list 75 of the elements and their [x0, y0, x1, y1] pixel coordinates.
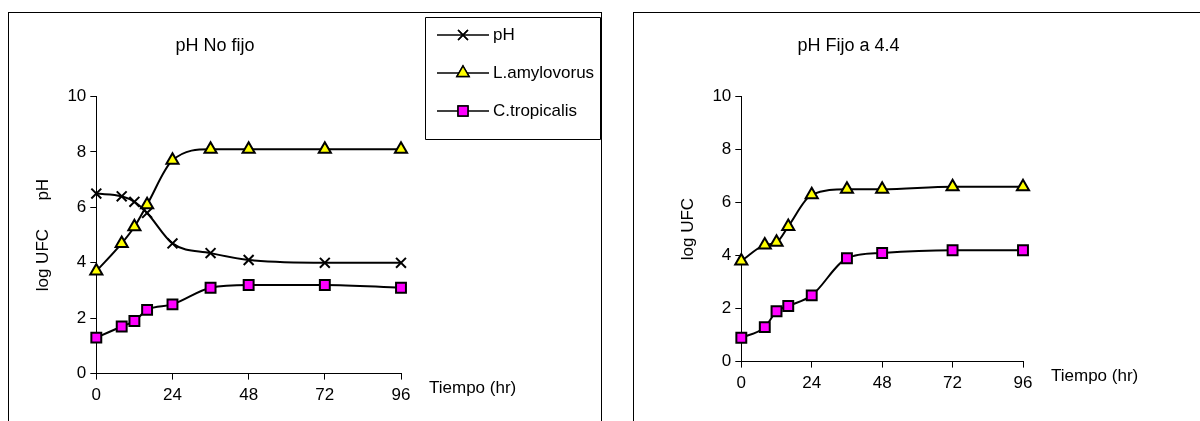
- point: [770, 305, 783, 318]
- chart-title: pH No fijo: [175, 34, 255, 55]
- x-tick-label: 24: [163, 385, 182, 405]
- point: [757, 237, 772, 250]
- point: [204, 247, 217, 260]
- point: [782, 300, 795, 312]
- point: [90, 187, 103, 200]
- point: [875, 181, 890, 194]
- point: [166, 298, 179, 311]
- x-axis-title: Tiempo (hr): [1051, 366, 1139, 386]
- point: [839, 181, 855, 194]
- y-tick-label: 4: [721, 245, 732, 265]
- x-tick-label: 72: [943, 373, 963, 393]
- x-tick-label: 96: [391, 385, 411, 405]
- point: [946, 244, 959, 257]
- point: [128, 315, 141, 327]
- point: [141, 206, 154, 219]
- point: [1017, 244, 1029, 257]
- point: [805, 289, 818, 302]
- x-tick-label: 0: [736, 373, 747, 393]
- point: [317, 141, 332, 154]
- point: [140, 196, 155, 210]
- y-tick-label: 2: [721, 298, 732, 318]
- point: [769, 234, 784, 247]
- point: [242, 279, 255, 291]
- y-tick-label: 4: [76, 252, 87, 272]
- legend-label: C.tropicalis: [493, 100, 578, 120]
- x-tick-label: 96: [1013, 373, 1033, 393]
- point: [115, 320, 128, 333]
- y-tick-label: 6: [721, 192, 732, 212]
- point: [115, 190, 128, 203]
- point: [318, 256, 331, 269]
- point: [114, 235, 129, 248]
- point: [945, 178, 960, 192]
- point: [89, 263, 104, 276]
- legend-label: pH: [493, 24, 515, 44]
- point: [735, 331, 748, 344]
- point: [166, 237, 179, 250]
- point: [395, 281, 407, 294]
- y-tick-label: 2: [76, 307, 87, 327]
- point: [241, 141, 256, 154]
- point: [1015, 178, 1031, 192]
- x-tick-label: 48: [872, 373, 892, 393]
- point: [127, 218, 142, 232]
- x-tick-label: 72: [315, 385, 335, 405]
- point: [395, 256, 407, 269]
- x-tick-label: 48: [239, 385, 259, 405]
- y-tick-label: 0: [721, 351, 732, 371]
- point: [840, 252, 853, 265]
- y-axis-title: log UFC pH: [32, 178, 52, 292]
- point: [804, 186, 819, 200]
- point: [128, 195, 141, 208]
- x-axis-title: Tiempo (hr): [429, 378, 517, 398]
- point: [204, 281, 217, 294]
- x-tick-label: 24: [802, 373, 822, 393]
- legend-label: L.amylovorus: [493, 62, 595, 82]
- y-axis-title: log UFC: [677, 197, 697, 261]
- y-tick-label: 6: [76, 197, 87, 217]
- y-tick-label: 10: [712, 86, 732, 106]
- point: [758, 321, 771, 334]
- point: [781, 218, 796, 231]
- point: [393, 141, 409, 154]
- y-tick-label: 8: [721, 139, 732, 159]
- point: [203, 141, 218, 154]
- x-tick-label: 0: [91, 385, 102, 405]
- point: [141, 303, 154, 316]
- point: [242, 254, 255, 266]
- y-tick-label: 10: [67, 86, 87, 106]
- point: [734, 252, 749, 266]
- point: [876, 247, 889, 259]
- point: [90, 331, 103, 344]
- y-tick-label: 8: [76, 141, 87, 161]
- point: [165, 152, 180, 165]
- point: [318, 279, 331, 291]
- chart-title: pH Fijo a 4.4: [797, 34, 900, 55]
